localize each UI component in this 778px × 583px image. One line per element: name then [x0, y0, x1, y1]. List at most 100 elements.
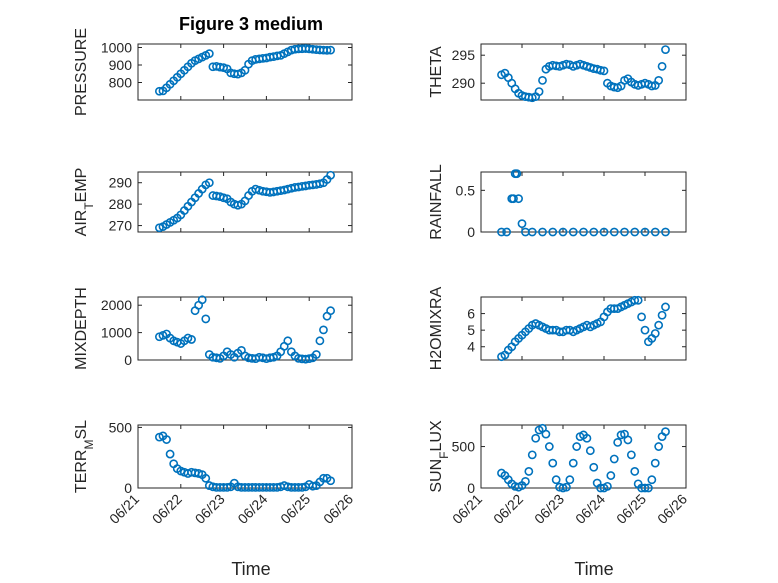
- data-point: [204, 178, 214, 188]
- y-axis-label: TERRMSL: [73, 420, 96, 493]
- data-point: [579, 227, 588, 237]
- data-point: [650, 227, 660, 237]
- data-point: [297, 482, 307, 492]
- data-point: [599, 227, 609, 237]
- y-axis-label: SUNFLUX: [428, 420, 451, 493]
- data-point: [589, 462, 599, 472]
- data-point: [517, 219, 527, 229]
- data-point: [531, 433, 541, 443]
- data-point: [623, 435, 633, 445]
- subplot-5: 0 1000 2000 MIXDEPTH: [73, 287, 353, 370]
- data-point: [201, 314, 211, 324]
- data-point: [644, 483, 653, 493]
- data-point: [538, 76, 547, 85]
- y-tick-label: 0: [124, 480, 132, 496]
- y-axis-label: H2OMIXRA: [428, 286, 445, 370]
- axes-frame: [480, 43, 687, 101]
- data-point: [315, 336, 325, 346]
- data-point: [548, 227, 558, 237]
- data-point: [606, 471, 616, 480]
- data-point: [319, 325, 328, 335]
- subplot-6: 456 H2OMIXRA: [428, 286, 687, 370]
- y-axis-label: RAINFALL: [428, 164, 445, 240]
- y-tick-label: 1000: [101, 325, 132, 341]
- y-tick-label: 270: [109, 218, 133, 234]
- y-tick-label: 900: [109, 57, 133, 73]
- data-point: [633, 295, 643, 305]
- data-point: [609, 454, 619, 464]
- data-point: [661, 45, 670, 54]
- y-tick-label: 0: [467, 480, 475, 496]
- data-point: [165, 449, 175, 459]
- data-point: [527, 227, 537, 237]
- y-tick-label: 0: [467, 224, 475, 240]
- data-point: [661, 302, 670, 312]
- data-point: [524, 467, 534, 476]
- data-point: [154, 86, 164, 96]
- y-tick-label: 290: [109, 175, 133, 191]
- data-point: [654, 320, 664, 330]
- data-point: [509, 194, 518, 204]
- data-point: [654, 76, 664, 85]
- data-point: [326, 170, 335, 180]
- data-point: [548, 458, 558, 468]
- data-point: [661, 227, 670, 237]
- data-point: [308, 481, 318, 491]
- data-point: [640, 325, 650, 335]
- y-tick-label: 6: [467, 306, 475, 322]
- data-point: [162, 435, 171, 444]
- data-point: [640, 227, 650, 237]
- data-point: [322, 45, 332, 55]
- data-point: [630, 295, 640, 305]
- data-point: [541, 429, 551, 439]
- data-point: [626, 450, 636, 460]
- y-tick-label: 4: [467, 339, 475, 355]
- y-tick-label: 1000: [101, 40, 132, 56]
- data-point: [222, 482, 232, 492]
- data-point: [637, 312, 646, 322]
- subplot-4: 0 0.5 RAINFALL: [428, 164, 687, 240]
- data-point: [609, 227, 619, 237]
- data-point: [283, 336, 293, 346]
- data-point: [620, 227, 629, 237]
- y-tick-label: 0.5: [456, 182, 476, 198]
- data-point: [657, 62, 667, 71]
- data-point: [585, 446, 595, 456]
- data-point: [613, 438, 623, 447]
- data-point: [326, 306, 335, 316]
- data-point: [562, 482, 571, 492]
- data-point: [565, 475, 575, 485]
- data-point: [640, 483, 650, 493]
- data-point: [311, 350, 321, 359]
- data-point: [512, 169, 522, 179]
- data-point: [326, 45, 335, 55]
- subplot-2: 290 295 THETA: [428, 43, 687, 103]
- data-point: [630, 227, 640, 237]
- figure-title: Figure 3 medium: [179, 14, 323, 34]
- data-point: [568, 227, 578, 237]
- y-tick-label: 500: [109, 419, 133, 435]
- data-point: [654, 442, 664, 451]
- x-axis-label-right: Time: [574, 559, 613, 579]
- data-point: [521, 476, 530, 486]
- y-tick-label: 0: [124, 352, 132, 368]
- data-point: [201, 473, 211, 483]
- y-axis-label: THETA: [428, 46, 445, 98]
- y-axis-label: MIXDEPTH: [73, 287, 90, 370]
- y-tick-label: 290: [452, 75, 476, 91]
- y-axis-label: AIRTEMP: [73, 168, 96, 237]
- data-point: [544, 442, 554, 451]
- data-point: [589, 227, 599, 237]
- data-point: [527, 450, 537, 460]
- y-tick-label: 5: [467, 322, 475, 338]
- data-point: [551, 475, 561, 485]
- data-point: [630, 467, 640, 476]
- data-point: [187, 335, 196, 344]
- data-point: [497, 227, 506, 237]
- data-point: [657, 310, 667, 320]
- data-point: [599, 66, 609, 76]
- data-point: [568, 458, 578, 468]
- data-point: [596, 65, 605, 75]
